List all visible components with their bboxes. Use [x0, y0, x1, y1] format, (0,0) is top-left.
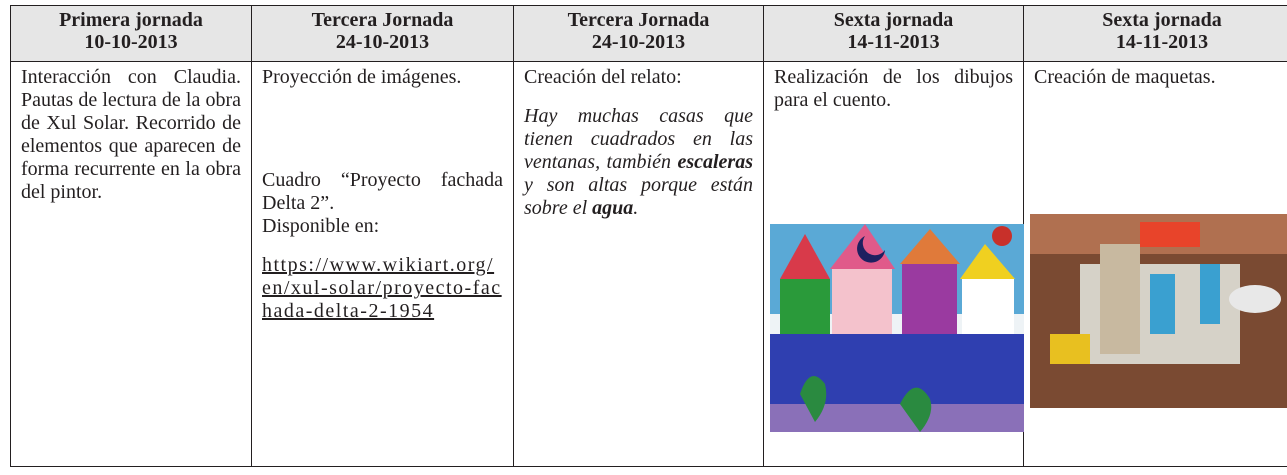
body-cell: Interacción con Claudia. Pautas de lectu… — [10, 61, 252, 467]
cell-text: Creación de maquetas. — [1034, 66, 1216, 88]
header-cell: Primera jornada 10-10-2013 — [10, 5, 252, 62]
header-row: Primera jornada 10-10-2013 Tercera Jornad… — [10, 5, 1287, 62]
body-row: Interacción con Claudia. Pautas de lectu… — [10, 61, 1287, 467]
model-photo — [1030, 214, 1287, 408]
quote-part: . — [633, 197, 639, 219]
body-cell: Creación del relato: Hay muchas casas qu… — [513, 61, 764, 467]
quote-emphasis: agua — [592, 197, 634, 219]
quote-part: Hay muchas casas que tienen cuadrados en… — [524, 105, 753, 173]
cell-text: Interacción con Claudia. Pautas de lectu… — [21, 66, 241, 203]
cell-text: Realización de los dibujos para el cuent… — [774, 66, 1013, 111]
session-title: Sexta jornada — [833, 9, 954, 31]
quote-part: y son altas porque están sobre el — [524, 174, 753, 219]
body-cell: Proyección de imágenes. Cuadro “Proyecto… — [251, 61, 514, 467]
cell-text: Proyección de imágenes. — [262, 66, 462, 88]
cell-text: Creación del relato: — [524, 66, 682, 88]
header-cell: Sexta jornada 14-11-2013 — [1023, 5, 1287, 62]
header-cell: Sexta jornada 14-11-2013 — [763, 5, 1024, 62]
session-title: Tercera Jornada — [311, 9, 454, 31]
story-quote: Hay muchas casas que tienen cuadrados en… — [524, 105, 753, 220]
body-cell: Realización de los dibujos para el cuent… — [763, 61, 1024, 467]
session-date: 14-11-2013 — [1115, 31, 1209, 53]
session-title: Primera jornada — [59, 9, 203, 31]
session-title: Sexta jornada — [1102, 9, 1222, 31]
session-title: Tercera Jornada — [567, 9, 710, 31]
header-cell: Tercera Jornada 24-10-2013 — [251, 5, 514, 62]
body-cell: Creación de maquetas. — [1023, 61, 1287, 467]
quote-emphasis: escaleras — [677, 151, 753, 173]
source-text: Cuadro “Proyecto fachada Delta 2”. — [262, 169, 503, 214]
session-date: 14-11-2013 — [847, 31, 940, 53]
session-date: 24-10-2013 — [335, 31, 430, 53]
session-date: 10-10-2013 — [84, 31, 178, 53]
source-link[interactable]: https://www.wikiart.org/en/xul-solar/pro… — [262, 254, 502, 322]
drawing-image — [770, 224, 1024, 432]
available-text: Disponible en: — [262, 215, 380, 237]
header-cell: Tercera Jornada 24-10-2013 — [513, 5, 764, 62]
schedule-table: Primera jornada 10-10-2013 Tercera Jornad… — [10, 5, 1287, 467]
session-date: 24-10-2013 — [591, 31, 686, 53]
